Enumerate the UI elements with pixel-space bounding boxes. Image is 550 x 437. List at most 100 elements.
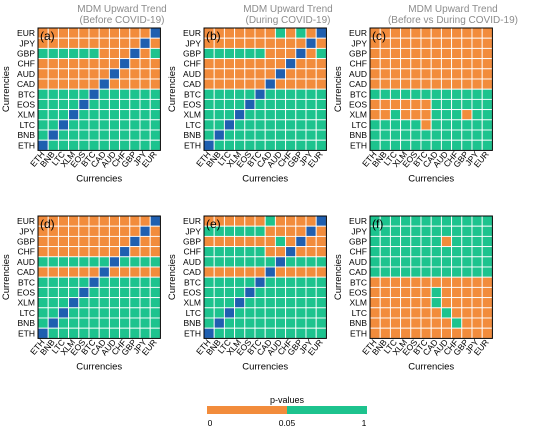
y-tick-label: EOS [183, 100, 201, 110]
panel-label: (e) [206, 217, 221, 231]
heatmap-cell [149, 266, 161, 278]
heatmap-cell [471, 297, 483, 309]
y-tick-label: AUD [349, 257, 367, 267]
heatmap-cell [410, 109, 422, 121]
heatmap-cell [149, 256, 161, 268]
heatmap-cell [400, 129, 412, 141]
y-axis-title: Currencies [333, 66, 344, 112]
heatmap-cell [285, 27, 297, 39]
heatmap-cell [440, 27, 453, 39]
heatmap-cell [264, 215, 276, 227]
heatmap-cell [254, 276, 266, 288]
heatmap-cell [315, 98, 327, 111]
heatmap-cell [285, 327, 297, 339]
heatmap-cell [295, 78, 307, 90]
heatmap-cell [68, 235, 80, 248]
heatmap-cell [295, 88, 307, 100]
heatmap-cell [78, 68, 90, 80]
heatmap-cell [119, 256, 131, 268]
heatmap-cell [420, 286, 432, 299]
heatmap-cell [264, 225, 276, 237]
heatmap-cell [139, 297, 151, 309]
heatmap-cell [119, 307, 131, 319]
heatmap-cell [400, 139, 412, 151]
y-tick-label: AUD [17, 257, 35, 267]
heatmap-cell [305, 78, 317, 90]
heatmap-cell [57, 129, 70, 141]
heatmap-cell [264, 37, 276, 49]
heatmap-cell [223, 225, 236, 237]
heatmap-cell [234, 98, 246, 111]
heatmap-cell [295, 235, 307, 248]
heatmap-cell [461, 235, 473, 248]
heatmap-cell [129, 37, 141, 49]
heatmap-cell [203, 286, 215, 299]
heatmap-cell [379, 327, 391, 339]
heatmap-cell [37, 139, 49, 151]
heatmap-cell [119, 78, 131, 90]
heatmap-cell [440, 88, 453, 100]
heatmap-cell [129, 246, 141, 258]
heatmap-cell [244, 37, 256, 49]
heatmap-cell [295, 317, 307, 329]
y-tick-label: JPY [185, 226, 201, 236]
y-tick-label: BNB [184, 318, 202, 328]
heatmap-cell [149, 235, 161, 248]
heatmap-cell [285, 266, 297, 278]
heatmap-cell [57, 256, 70, 268]
y-tick-label: BTC [184, 277, 201, 287]
heatmap-cell [88, 256, 100, 268]
heatmap-cell [451, 37, 463, 49]
heatmap-cell [389, 276, 402, 288]
heatmap-cell [203, 78, 215, 90]
heatmap-cell [119, 27, 131, 39]
heatmap-cell [430, 286, 442, 299]
heatmap-cell [430, 307, 442, 319]
heatmap-cell [369, 276, 381, 288]
heatmap-cell [213, 286, 225, 299]
heatmap-cell [139, 317, 151, 329]
heatmap-cell [389, 109, 402, 121]
y-tick-label: CAD [183, 267, 201, 277]
heatmap-cell [68, 47, 80, 60]
y-tick-label: BNB [184, 130, 202, 140]
heatmap-cell [274, 276, 287, 288]
heatmap-cell [400, 58, 412, 70]
heatmap-cell [57, 225, 70, 237]
heatmap-cell [451, 235, 463, 248]
heatmap-cell [285, 78, 297, 90]
heatmap-cell [88, 215, 100, 227]
heatmap-cell [461, 246, 473, 258]
y-tick-label: EUR [17, 28, 35, 38]
heatmap-cell [295, 256, 307, 268]
heatmap-cell [274, 88, 287, 100]
heatmap-cell [234, 47, 246, 60]
heatmap-cell [481, 98, 493, 111]
panel-frame [369, 27, 493, 151]
heatmap-cell [213, 307, 225, 319]
heatmap-cell [129, 297, 141, 309]
y-tick-label: CAD [349, 267, 367, 277]
heatmap-cell [410, 307, 422, 319]
heatmap-cell [37, 88, 49, 100]
heatmap-cell [430, 47, 442, 60]
heatmap-cell [47, 327, 59, 339]
heatmap-cell [108, 297, 121, 309]
heatmap-cell [430, 139, 442, 151]
heatmap-cell [139, 307, 151, 319]
heatmap-cell [98, 88, 110, 100]
heatmap-cell [47, 235, 59, 248]
heatmap-cell [389, 235, 402, 248]
heatmap-cell [420, 88, 432, 100]
heatmap-cell [451, 307, 463, 319]
heatmap-cell [389, 58, 402, 70]
heatmap-cell [203, 307, 215, 319]
heatmap-cell [430, 129, 442, 141]
heatmap-cell [369, 139, 381, 151]
heatmap-cell [129, 119, 141, 131]
heatmap-cell [213, 78, 225, 90]
heatmap-cell [264, 78, 276, 90]
heatmap-cell [315, 307, 327, 319]
y-tick-label: GBP [349, 237, 367, 247]
heatmap-cell [451, 98, 463, 111]
